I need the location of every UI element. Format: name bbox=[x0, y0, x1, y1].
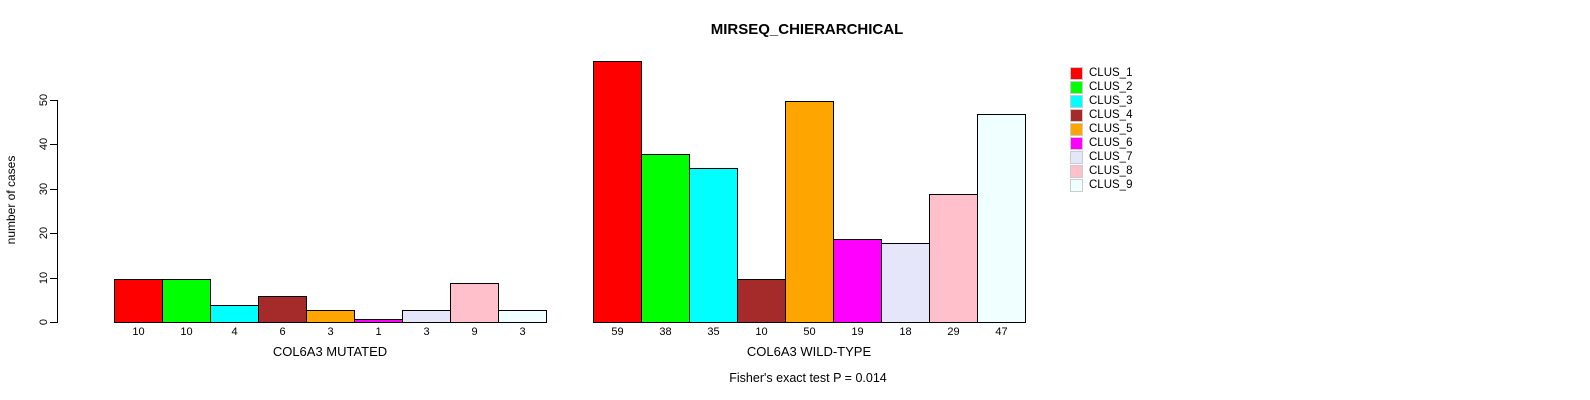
legend-item-clus_2: CLUS_2 bbox=[1070, 80, 1132, 94]
bar-clus_3-group1 bbox=[210, 305, 259, 323]
y-axis-tick bbox=[50, 189, 57, 190]
bar-value-label: 38 bbox=[659, 326, 672, 338]
legend-swatch-clus_5 bbox=[1070, 122, 1083, 136]
bar-clus_7-group1 bbox=[402, 310, 451, 323]
legend-swatch-clus_3 bbox=[1070, 94, 1083, 108]
y-axis-tick-label: 50 bbox=[38, 93, 50, 107]
bar-clus_5-group1 bbox=[306, 310, 355, 323]
y-axis-tick bbox=[50, 100, 57, 101]
bar-value-label: 9 bbox=[471, 326, 478, 338]
y-axis-tick-label: 0 bbox=[38, 318, 50, 326]
legend-swatch-clus_1 bbox=[1070, 66, 1083, 80]
bar-value-label: 10 bbox=[132, 326, 145, 338]
bar-clus_9-group1 bbox=[498, 310, 547, 323]
bar-value-label: 19 bbox=[851, 326, 864, 338]
legend-label: CLUS_3 bbox=[1089, 95, 1133, 107]
y-axis-tick bbox=[50, 278, 57, 279]
fisher-test-annotation: Fisher's exact test P = 0.014 bbox=[729, 371, 887, 385]
legend-swatch-clus_7 bbox=[1070, 150, 1083, 164]
bar-value-label: 1 bbox=[375, 326, 382, 338]
bar-clus_1-group2 bbox=[593, 61, 642, 323]
legend-item-clus_6: CLUS_6 bbox=[1070, 136, 1132, 150]
bar-clus_8-group1 bbox=[450, 283, 499, 323]
y-axis-line bbox=[57, 100, 58, 323]
bar-value-label: 3 bbox=[519, 326, 526, 338]
legend-item-clus_7: CLUS_7 bbox=[1070, 150, 1132, 164]
legend-swatch-clus_6 bbox=[1070, 136, 1083, 150]
bar-value-label: 59 bbox=[611, 326, 624, 338]
bar-clus_2-group2 bbox=[641, 154, 690, 323]
bar-clus_6-group2 bbox=[833, 239, 882, 323]
y-axis-tick-label: 10 bbox=[38, 271, 50, 285]
legend-label: CLUS_2 bbox=[1089, 81, 1133, 93]
legend-swatch-clus_4 bbox=[1070, 108, 1083, 122]
bar-clus_5-group2 bbox=[785, 101, 834, 323]
bar-clus_4-group2 bbox=[737, 279, 786, 323]
y-axis-tick-label: 40 bbox=[38, 137, 50, 151]
y-axis-tick-label: 20 bbox=[38, 226, 50, 240]
bar-value-label: 29 bbox=[947, 326, 960, 338]
bar-value-label: 35 bbox=[707, 326, 720, 338]
bar-value-label: 50 bbox=[803, 326, 816, 338]
bar-clus_1-group1 bbox=[114, 279, 163, 323]
bar-clus_6-group1 bbox=[354, 319, 403, 323]
bar-value-label: 18 bbox=[899, 326, 912, 338]
legend-item-clus_3: CLUS_3 bbox=[1070, 94, 1132, 108]
group-label-wildtype: COL6A3 WILD-TYPE bbox=[746, 344, 872, 359]
legend-item-clus_8: CLUS_8 bbox=[1070, 164, 1132, 178]
y-axis-tick-label: 30 bbox=[38, 182, 50, 196]
bar-clus_7-group2 bbox=[881, 243, 930, 323]
legend-label: CLUS_8 bbox=[1089, 165, 1133, 177]
bar-clus_9-group2 bbox=[977, 114, 1026, 323]
legend-label: CLUS_7 bbox=[1089, 151, 1133, 163]
legend-item-clus_4: CLUS_4 bbox=[1070, 108, 1132, 122]
y-axis-tick bbox=[50, 144, 57, 145]
bar-value-label: 4 bbox=[231, 326, 238, 338]
legend-swatch-clus_9 bbox=[1070, 178, 1083, 192]
bar-clus_4-group1 bbox=[258, 296, 307, 323]
legend-label: CLUS_4 bbox=[1089, 109, 1133, 121]
legend-label: CLUS_5 bbox=[1089, 123, 1133, 135]
y-axis-tick bbox=[50, 322, 57, 323]
y-axis-tick bbox=[50, 233, 57, 234]
bar-clus_3-group2 bbox=[689, 168, 738, 323]
legend-item-clus_9: CLUS_9 bbox=[1070, 178, 1132, 192]
bar-value-label: 3 bbox=[423, 326, 430, 338]
legend-label: CLUS_9 bbox=[1089, 179, 1133, 191]
group-label-mutated: COL6A3 MUTATED bbox=[272, 344, 388, 359]
legend-swatch-clus_8 bbox=[1070, 164, 1083, 178]
bar-clus_8-group2 bbox=[929, 194, 978, 323]
chart-title: MIRSEQ_CHIERARCHICAL bbox=[710, 21, 904, 38]
legend-swatch-clus_2 bbox=[1070, 80, 1083, 94]
bar-value-label: 6 bbox=[279, 326, 286, 338]
legend-label: CLUS_1 bbox=[1089, 67, 1133, 79]
legend-label: CLUS_6 bbox=[1089, 137, 1133, 149]
bar-value-label: 10 bbox=[180, 326, 193, 338]
bar-value-label: 3 bbox=[327, 326, 334, 338]
bar-value-label: 10 bbox=[755, 326, 768, 338]
y-axis-label: number of cases bbox=[4, 155, 18, 245]
bar-value-label: 47 bbox=[995, 326, 1008, 338]
bar-clus_2-group1 bbox=[162, 279, 211, 323]
legend-item-clus_1: CLUS_1 bbox=[1070, 66, 1132, 80]
legend-item-clus_5: CLUS_5 bbox=[1070, 122, 1132, 136]
